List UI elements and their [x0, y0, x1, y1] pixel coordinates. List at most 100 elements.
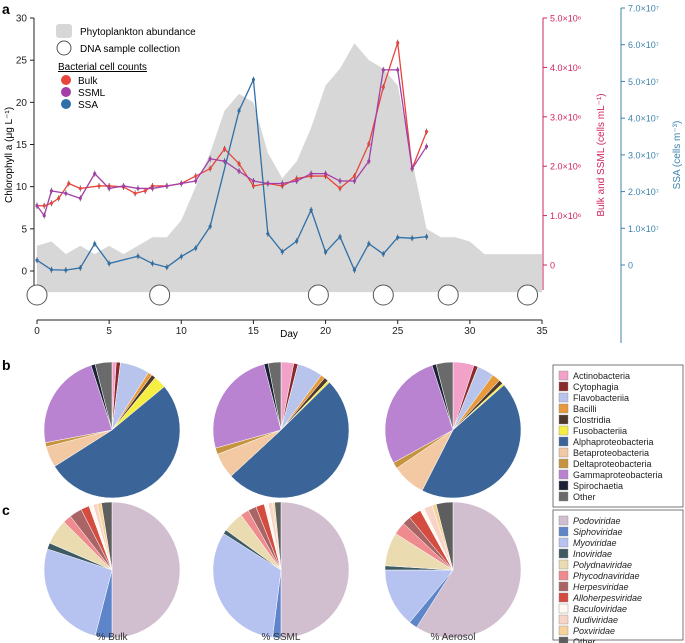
legend-swatch: [558, 447, 569, 458]
series-point-ssml: [165, 184, 169, 188]
series-point-bulk: [251, 184, 256, 188]
legend-label: Other: [573, 492, 596, 502]
pie-c-label-ssml: % SSML: [262, 632, 301, 643]
legend-label: Baculoviridae: [573, 604, 627, 614]
legend-ssa-label: SSA: [78, 100, 98, 111]
pie-slice-b1-11: [267, 361, 282, 431]
series-point-ssa: [381, 252, 385, 256]
legend-label: Herpesviridae: [573, 582, 629, 592]
legend-label: Other: [573, 637, 596, 643]
mid-axis-tick-label: 4.0×10⁶: [550, 63, 582, 73]
legend-swatch: [558, 491, 569, 502]
series-point-ssml: [410, 167, 414, 171]
x-axis-tick-label: 0: [34, 326, 40, 337]
series-point-bulk: [208, 167, 212, 171]
legend-label: Fusobacteriia: [573, 426, 627, 436]
right-axis-tick-label: 1.0×10⁷: [628, 224, 659, 234]
left-axis-tick-label: 30: [16, 14, 28, 25]
series-point-bulk: [133, 191, 137, 195]
legend-swatch: [558, 436, 569, 447]
series-point-ssml: [396, 68, 400, 72]
legend-label: Deltaproteobacteria: [573, 459, 652, 469]
dna-sample-marker: [517, 284, 539, 306]
legend-label: Myoviridae: [573, 538, 617, 548]
legend-swatch: [558, 381, 569, 392]
legend-dna-marker: [56, 40, 72, 56]
series-point-ssa: [352, 268, 357, 272]
legend-swatch: [558, 592, 569, 603]
mid-axis-tick-label: 2.0×10⁶: [550, 162, 582, 172]
pie-slice-b1-6: [230, 381, 350, 499]
legend-swatch: [558, 392, 569, 403]
series-point-ssa: [295, 239, 299, 243]
series-point-bulk: [67, 181, 71, 186]
legend-swatch: [558, 581, 569, 592]
left-axis-tick-label: 15: [16, 140, 28, 151]
series-point-ssml: [424, 144, 429, 149]
mid-axis-tick-label: 0: [550, 261, 555, 271]
series-point-bulk: [57, 196, 61, 200]
series-point-ssa: [251, 77, 256, 82]
series-point-ssa: [237, 109, 241, 113]
series-point-ssa: [179, 254, 183, 259]
x-axis-tick-label: 20: [320, 326, 332, 337]
x-axis-tick-label: 15: [248, 326, 260, 337]
legend-swatch: [558, 559, 569, 570]
pie-slice-b0-9: [43, 365, 113, 444]
legend-bulk-marker: [61, 75, 71, 85]
series-point-ssa: [93, 242, 97, 246]
series-point-ssml: [222, 159, 227, 163]
legend-label: Cytophagia: [573, 382, 619, 392]
series-point-bulk: [222, 147, 227, 151]
legend-swatch: [558, 515, 569, 526]
series-line-ssa: [36, 77, 427, 272]
series-point-bulk: [396, 41, 400, 45]
legend-label: Alphaproteobacteria: [573, 437, 654, 447]
legend-swatch: [558, 614, 569, 625]
mid-axis-tick-label: 1.0×10⁶: [550, 211, 582, 221]
pie-slice-b0-6: [54, 386, 181, 499]
right-axis-tick-label: 6.0×10⁷: [628, 40, 659, 50]
series-point-ssa: [208, 224, 212, 229]
legend-phyto-swatch: [56, 24, 72, 38]
left-axis-tick-label: 10: [16, 182, 28, 193]
legend-label: Inoviridae: [573, 549, 612, 559]
y-axis-title-mid: Bulk and SSML (cells mL⁻¹): [596, 93, 607, 216]
series-point-bulk: [97, 184, 101, 188]
series-point-ssml: [150, 186, 155, 191]
series-point-ssa: [194, 246, 198, 250]
legend-label: Alloherpesviridae: [572, 593, 642, 603]
series-point-bulk: [143, 189, 147, 193]
legend-counts-title: Bacterial cell counts: [58, 62, 147, 73]
series-point-ssml: [266, 181, 270, 186]
left-axis-tick-label: 20: [16, 98, 28, 109]
series-point-ssml: [107, 186, 111, 191]
right-axis-tick-label: 7.0×10⁷: [628, 4, 659, 14]
legend-swatch: [558, 370, 569, 381]
legend-ssml-marker: [61, 87, 71, 97]
series-point-bulk: [237, 162, 241, 166]
series-point-ssml: [251, 179, 256, 183]
legend-label: Nudiviridae: [573, 615, 618, 625]
series-point-ssa: [338, 235, 342, 239]
legend-label: Siphoviridae: [573, 527, 623, 537]
series-point-ssa: [309, 208, 313, 212]
dna-sample-marker: [372, 284, 394, 306]
x-axis-tick-label: 30: [464, 326, 476, 337]
pie-slice-c1-11: [274, 501, 282, 571]
dna-sample-marker: [26, 284, 48, 306]
pie-slice-b2-11: [435, 361, 454, 431]
series-point-bulk: [352, 174, 357, 178]
series-point-bulk: [42, 204, 46, 208]
panel-label-a: a: [2, 1, 10, 17]
x-axis-title: Day: [280, 329, 298, 340]
legend-swatch: [558, 403, 569, 414]
legend-label: Clostridia: [573, 415, 611, 425]
right-axis-tick-label: 4.0×10⁷: [628, 114, 659, 124]
legend-swatch: [558, 414, 569, 425]
legend-label: Betaproteobacteria: [573, 448, 649, 458]
series-point-ssml: [381, 68, 385, 72]
phytoplankton-area-layer: [37, 43, 542, 293]
series-point-bulk: [381, 85, 385, 89]
legend-swatch: [558, 625, 569, 636]
